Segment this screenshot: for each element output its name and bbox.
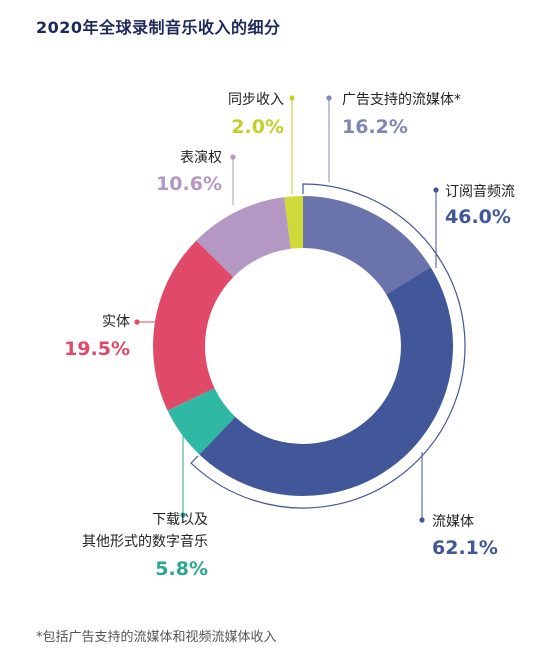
label-ad-supported-value: 16.2%	[342, 116, 408, 138]
slice-dl	[167, 388, 236, 455]
label-subscription-value: 46.0%	[445, 206, 511, 228]
streaming-group-bracket	[190, 183, 466, 509]
label-physical-name: 实体	[102, 314, 130, 330]
leader-dot-dl	[180, 512, 186, 518]
label-physical-value: 19.5%	[64, 338, 130, 360]
label-download-name-line1: 下载以及	[152, 512, 208, 528]
label-performance-value: 10.6%	[156, 173, 222, 195]
label-streaming-name: 流媒体	[432, 514, 474, 530]
leader-dot-group	[419, 517, 425, 523]
leader-dot-sync	[289, 95, 295, 101]
chart-title: 2020年全球录制音乐收入的细分	[36, 18, 281, 37]
slice-perf	[196, 197, 291, 278]
leader-dot-phys	[134, 319, 140, 325]
leader-dot-sub	[433, 187, 439, 193]
footnote: *包括广告支持的流媒体和视频流媒体收入	[36, 630, 277, 645]
label-performance-name: 表演权	[180, 150, 222, 166]
slice-sub	[199, 267, 453, 496]
slice-sync	[284, 196, 303, 249]
label-ad-supported-name: 广告支持的流媒体*	[342, 92, 461, 108]
label-sync-name: 同步收入	[228, 92, 284, 108]
leader-dot-ad	[326, 95, 332, 101]
label-subscription-name: 订阅音频流	[445, 183, 515, 200]
slice-ad	[303, 196, 431, 295]
label-sync-value: 2.0%	[231, 116, 284, 138]
donut-slices	[152, 196, 453, 496]
label-download-value: 5.8%	[155, 558, 208, 580]
leader-lines	[134, 95, 439, 523]
label-download-name-line2: 其他形式的数字音乐	[82, 533, 208, 550]
slice-phys	[152, 240, 234, 411]
leader-dot-perf	[230, 154, 236, 160]
label-streaming-value: 62.1%	[432, 537, 498, 559]
